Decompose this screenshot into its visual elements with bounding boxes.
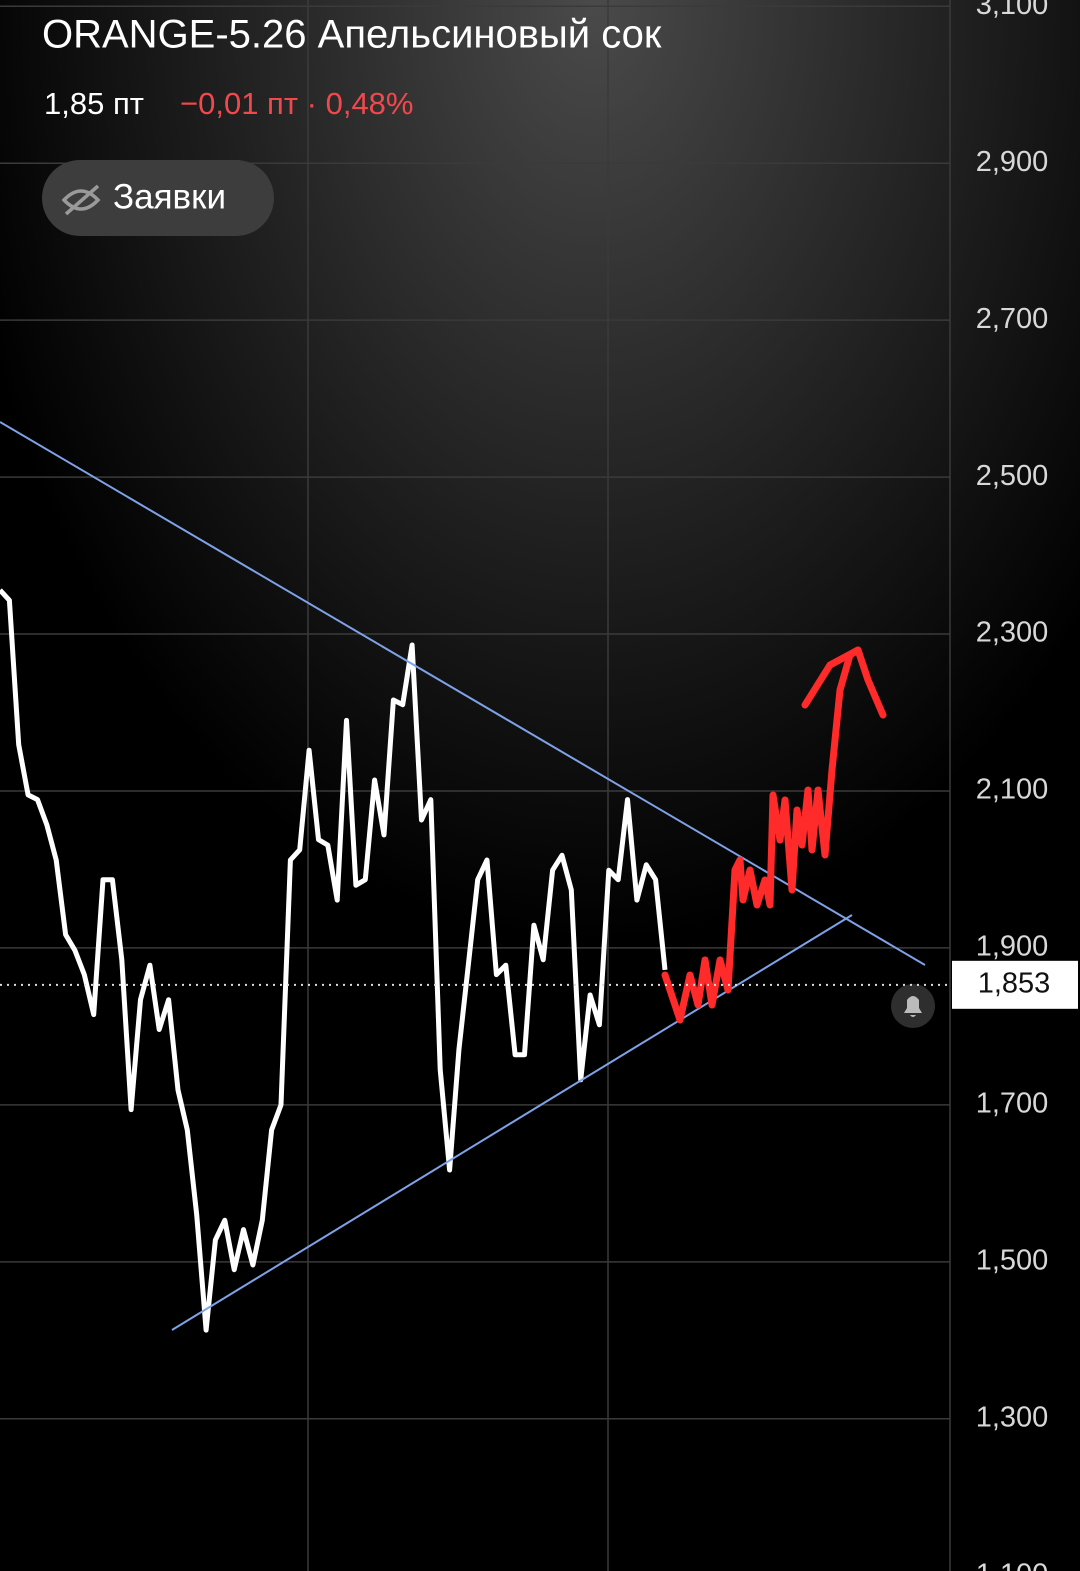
y-tick-label: 2,700: [976, 303, 1049, 335]
button-label[interactable]: Заявки: [113, 177, 226, 216]
y-tick-label: 1,300: [976, 1401, 1049, 1433]
y-tick-label: 2,100: [976, 774, 1049, 806]
instrument-title: ORANGE-5.26 Апельсиновый сок: [42, 13, 662, 57]
orders-button[interactable]: Заявки: [42, 160, 274, 236]
y-tick-label: 1,100: [976, 1558, 1049, 1571]
button-bg[interactable]: [42, 160, 274, 236]
price-line: [0, 588, 668, 1333]
bell-icon: [904, 996, 922, 1017]
y-tick-label: 2,900: [976, 146, 1049, 178]
current-price-label: 1,853: [978, 967, 1051, 999]
hidden-icon: [61, 184, 101, 216]
last-price: 1,85 пт: [44, 86, 144, 121]
trend-line-lower: [171, 914, 853, 1331]
y-tick-label: 1,700: [976, 1088, 1049, 1120]
alert-button[interactable]: [891, 984, 935, 1028]
y-tick-label: 3,100: [976, 0, 1049, 21]
price-change: −0,01 пт · 0,48%: [180, 86, 413, 121]
y-tick-label: 2,500: [976, 460, 1049, 492]
y-tick-label: 2,300: [976, 617, 1049, 649]
y-tick-label: 1,900: [976, 931, 1049, 963]
arrow-head: [801, 646, 862, 709]
current-price-tag: [952, 960, 1078, 1009]
hand-drawn-projection: [661, 646, 887, 1024]
y-tick-label: 1,500: [976, 1244, 1049, 1276]
